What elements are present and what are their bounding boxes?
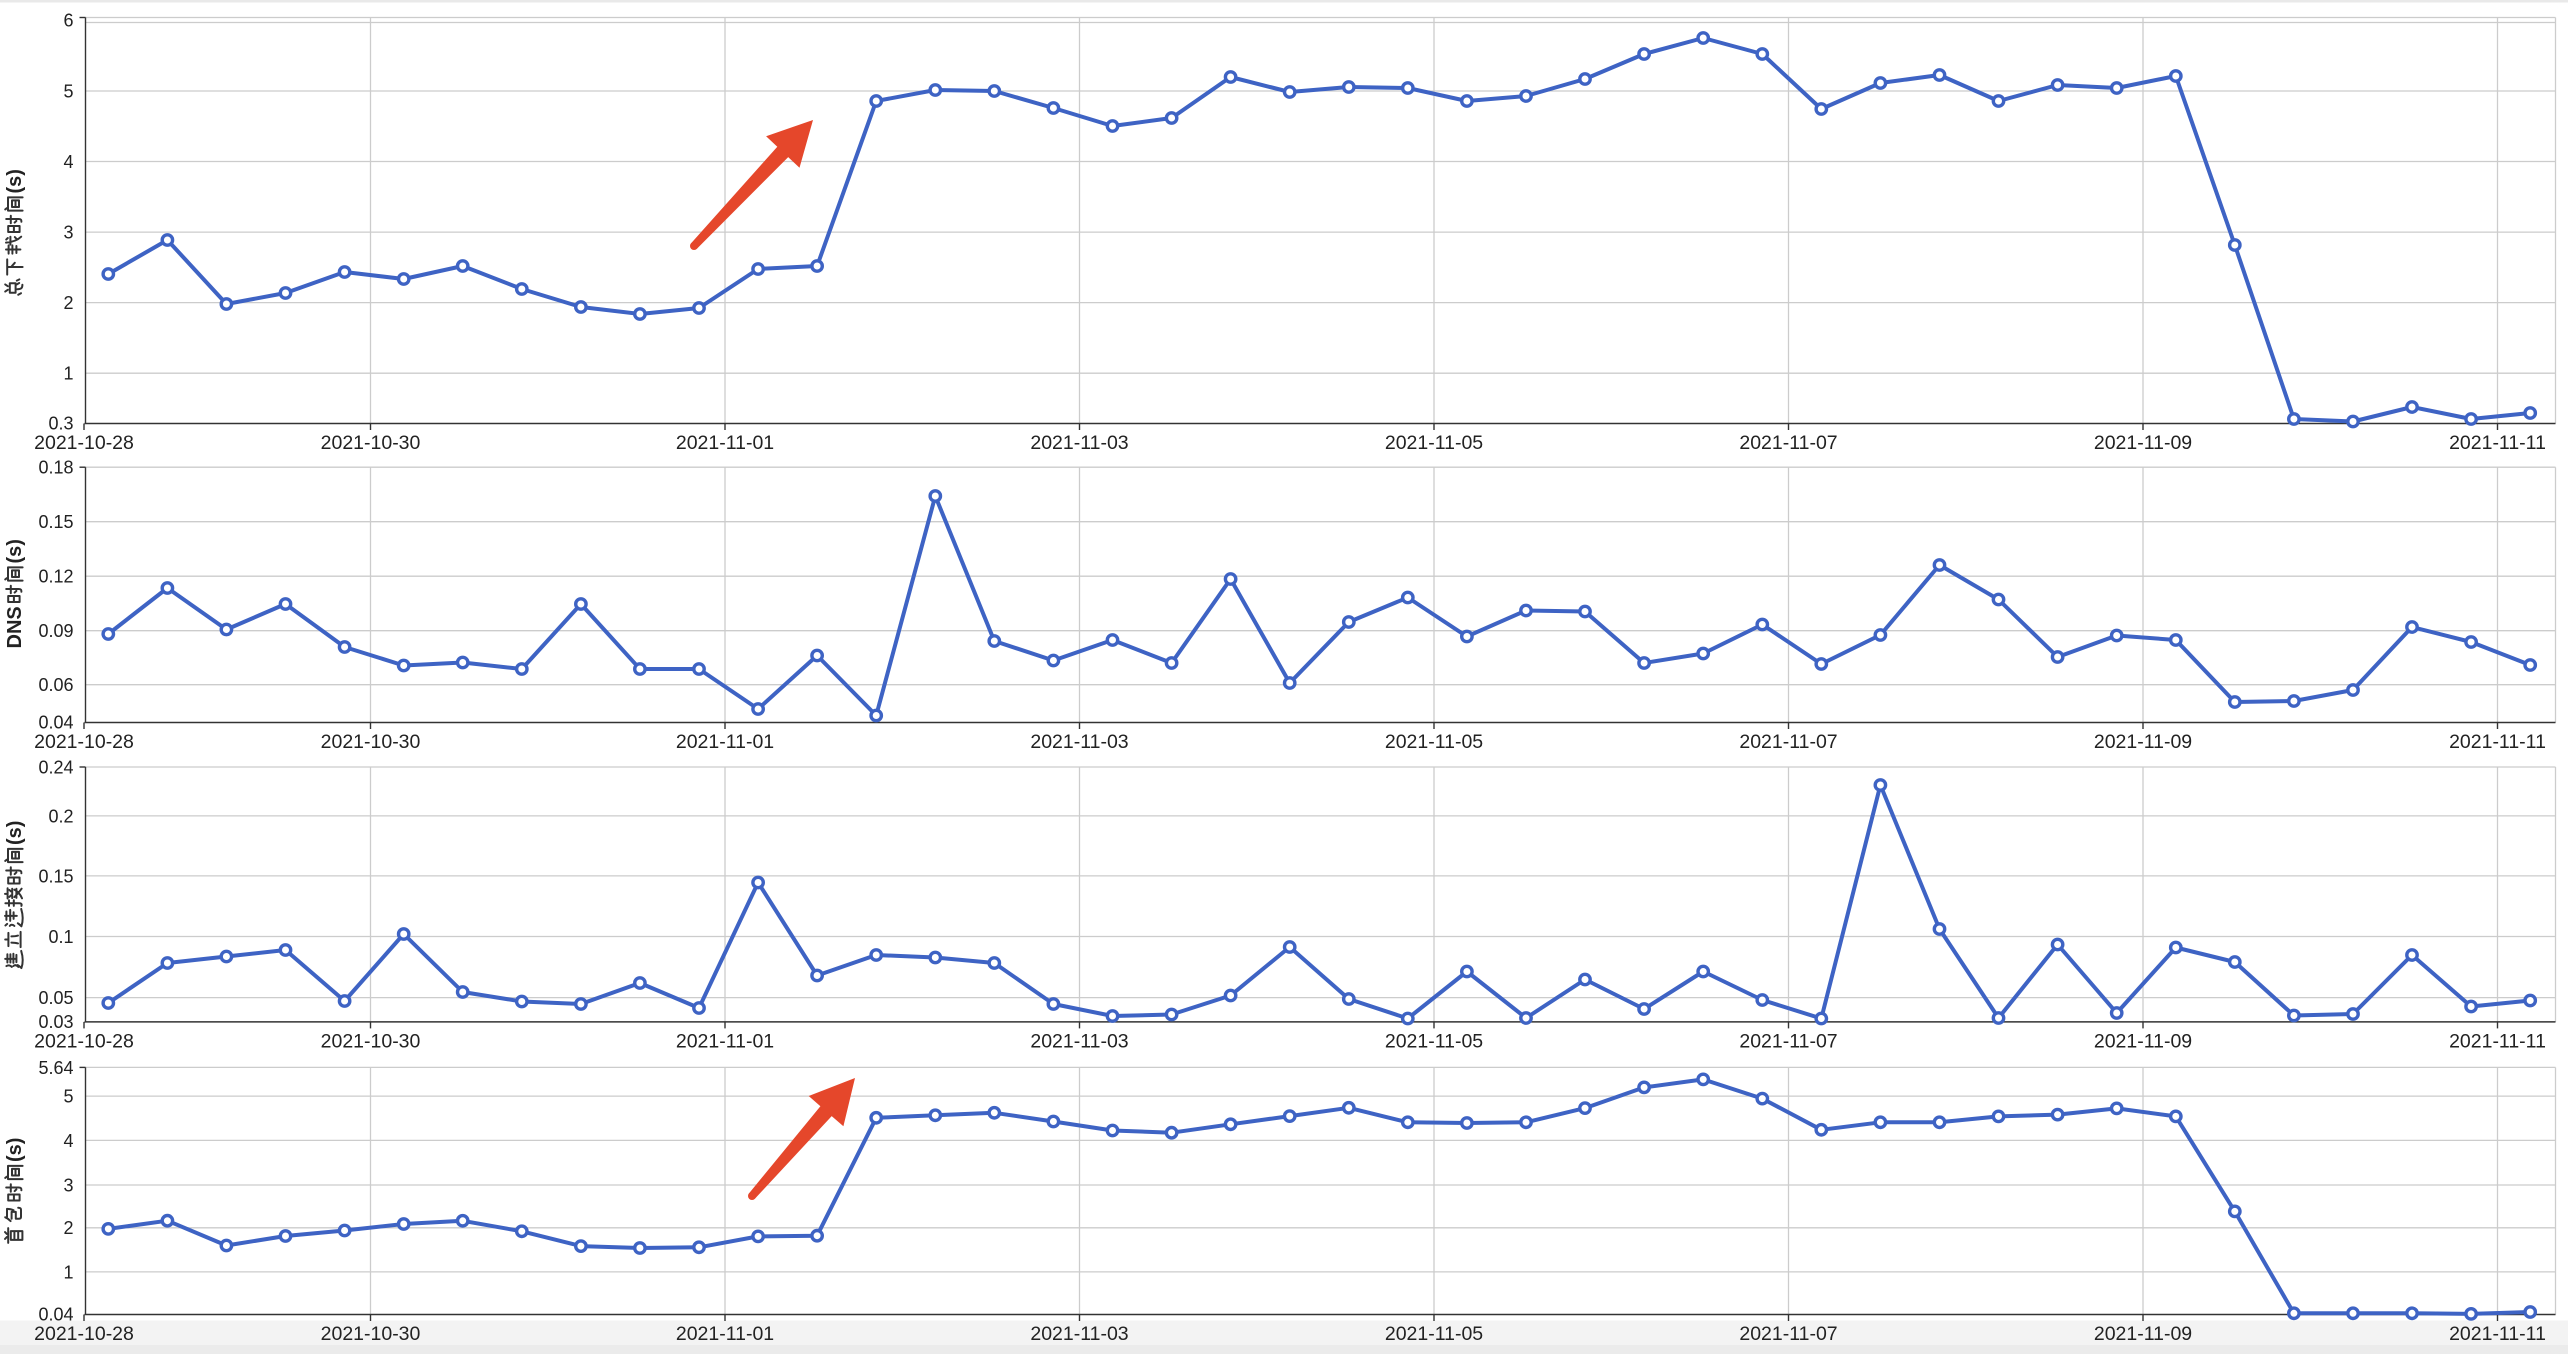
svg-text:0.03: 0.03 — [38, 1012, 73, 1032]
svg-text:(s): (s) — [4, 1138, 26, 1162]
svg-text:2021-11-05: 2021-11-05 — [1385, 1030, 1483, 1052]
svg-text:0.3: 0.3 — [48, 414, 73, 434]
svg-text:5.64: 5.64 — [38, 1058, 73, 1078]
svg-text:2021-11-07: 2021-11-07 — [1739, 432, 1837, 454]
svg-text:2021-10-28: 2021-10-28 — [34, 1030, 134, 1052]
svg-text:2021-11-01: 2021-11-01 — [676, 731, 774, 753]
svg-text:1: 1 — [63, 364, 73, 384]
svg-text:2021-11-01: 2021-11-01 — [676, 1030, 774, 1052]
svg-text:2021-11-03: 2021-11-03 — [1030, 731, 1128, 753]
svg-text:2021-11-01: 2021-11-01 — [676, 432, 774, 454]
svg-text:2021-11-03: 2021-11-03 — [1030, 432, 1128, 454]
svg-text:2021-11-11: 2021-11-11 — [2449, 1323, 2546, 1345]
svg-text:0.04: 0.04 — [38, 713, 73, 733]
svg-text:2021-10-30: 2021-10-30 — [321, 1030, 421, 1052]
svg-text:5: 5 — [63, 81, 73, 101]
svg-text:DNS: DNS — [4, 606, 26, 648]
svg-text:0.15: 0.15 — [38, 866, 73, 886]
svg-text:0.05: 0.05 — [38, 988, 73, 1008]
svg-text:0.18: 0.18 — [38, 458, 73, 478]
svg-text:2021-11-09: 2021-11-09 — [2094, 1323, 2192, 1345]
svg-text:2021-11-05: 2021-11-05 — [1385, 432, 1483, 454]
svg-text:2021-10-30: 2021-10-30 — [321, 1323, 421, 1345]
svg-text:2021-10-30: 2021-10-30 — [321, 432, 421, 454]
svg-text:2021-10-30: 2021-10-30 — [321, 731, 421, 753]
svg-text:0.12: 0.12 — [38, 567, 73, 587]
svg-text:0.24: 0.24 — [38, 757, 73, 777]
svg-text:0.2: 0.2 — [48, 806, 73, 826]
svg-text:1: 1 — [63, 1262, 73, 1282]
svg-text:0.06: 0.06 — [38, 675, 73, 695]
svg-text:2021-11-05: 2021-11-05 — [1385, 731, 1483, 753]
svg-text:3: 3 — [63, 223, 73, 243]
svg-text:2021-11-01: 2021-11-01 — [676, 1323, 774, 1345]
svg-text:2021-10-28: 2021-10-28 — [34, 432, 134, 454]
svg-text:(s): (s) — [4, 821, 26, 845]
svg-text:2021-11-07: 2021-11-07 — [1739, 1030, 1837, 1052]
svg-text:2021-11-07: 2021-11-07 — [1739, 1323, 1837, 1345]
svg-text:2: 2 — [63, 293, 73, 313]
svg-text:6: 6 — [63, 10, 73, 30]
svg-text:0.04: 0.04 — [38, 1305, 73, 1325]
svg-text:2021-11-03: 2021-11-03 — [1030, 1323, 1128, 1345]
svg-text:(s): (s) — [4, 169, 26, 193]
svg-text:2021-11-09: 2021-11-09 — [2094, 432, 2192, 454]
svg-text:2021-11-05: 2021-11-05 — [1385, 1323, 1483, 1345]
svg-text:2021-11-03: 2021-11-03 — [1030, 1030, 1128, 1052]
svg-text:2021-11-09: 2021-11-09 — [2094, 731, 2192, 753]
svg-text:2021-11-07: 2021-11-07 — [1739, 731, 1837, 753]
svg-text:2: 2 — [63, 1218, 73, 1238]
svg-text:0.09: 0.09 — [38, 621, 73, 641]
svg-text:2021-10-28: 2021-10-28 — [34, 731, 134, 753]
svg-text:2021-11-09: 2021-11-09 — [2094, 1030, 2192, 1052]
svg-text:4: 4 — [63, 1131, 73, 1151]
svg-text:(s): (s) — [4, 539, 26, 563]
svg-text:0.1: 0.1 — [48, 927, 73, 947]
svg-text:5: 5 — [63, 1087, 73, 1107]
svg-text:2021-11-11: 2021-11-11 — [2449, 432, 2546, 454]
svg-text:2021-11-11: 2021-11-11 — [2449, 731, 2546, 753]
svg-text:3: 3 — [63, 1175, 73, 1195]
svg-text:2021-11-11: 2021-11-11 — [2449, 1030, 2546, 1052]
svg-text:0.15: 0.15 — [38, 512, 73, 532]
svg-text:2021-10-28: 2021-10-28 — [34, 1323, 134, 1345]
svg-text:4: 4 — [63, 152, 73, 172]
